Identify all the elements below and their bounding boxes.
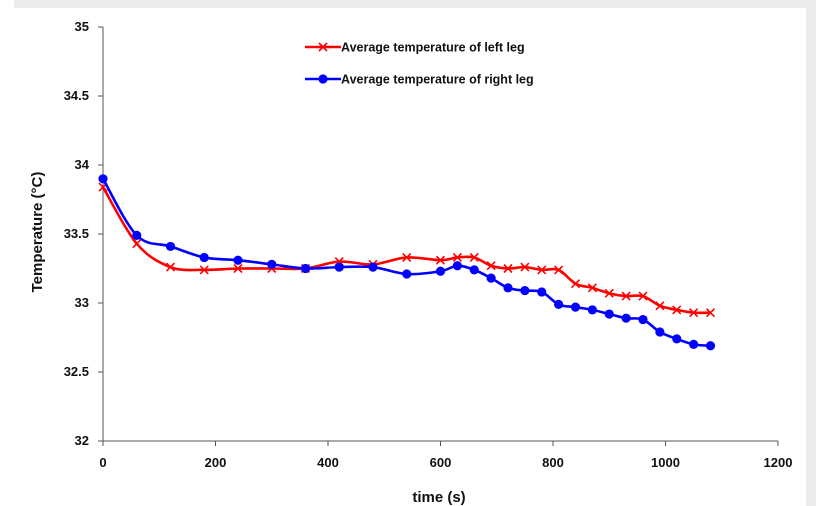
data-point (570, 302, 581, 312)
data-point (469, 265, 479, 275)
data-point (554, 299, 564, 309)
data-point (537, 287, 547, 297)
data-point (267, 259, 277, 269)
data-point (689, 308, 699, 318)
y-tick-label: 35 (75, 19, 89, 34)
y-tick-label: 32 (75, 433, 89, 448)
data-point (435, 255, 446, 265)
data-point (132, 239, 142, 249)
x-tick-label: 1000 (651, 455, 680, 470)
axes (98, 26, 779, 446)
data-point (233, 255, 243, 265)
series-2 (98, 174, 716, 351)
data-point (638, 314, 648, 325)
data-point (132, 230, 142, 240)
y-tick-label: 33.5 (64, 226, 89, 241)
x-tick-label: 0 (99, 455, 106, 470)
y-tick-label: 32.5 (64, 364, 89, 379)
data-point (705, 341, 716, 351)
data-point (165, 241, 176, 252)
data-point (621, 313, 631, 323)
x-tick-label: 400 (317, 455, 339, 470)
data-point (520, 262, 530, 272)
legend-label: Average temperature of right leg (341, 73, 534, 87)
data-point (199, 265, 209, 275)
y-axis-title: Temperature (°C) (29, 172, 46, 293)
series-1 (98, 182, 716, 318)
data-point (452, 261, 462, 271)
data-point (672, 305, 682, 315)
data-point (402, 252, 412, 263)
data-point (604, 288, 614, 298)
data-point (98, 174, 108, 184)
x-tick-label: 800 (542, 455, 564, 470)
data-point (435, 266, 446, 276)
data-point (452, 252, 462, 263)
data-point (705, 308, 716, 318)
data-point (368, 262, 378, 272)
data-point (689, 339, 699, 349)
legend-label: Average temperature of left leg (341, 41, 525, 55)
legend-item: Average temperature of right leg (305, 73, 534, 87)
legend-swatch-marker (318, 42, 328, 52)
legend-item: Average temperature of left leg (305, 41, 525, 55)
data-point (165, 262, 176, 272)
series-line (101, 186, 711, 315)
data-point (233, 263, 243, 274)
plot-area (98, 174, 716, 351)
data-point (503, 283, 513, 293)
legend-swatch-marker (318, 74, 328, 84)
data-point (486, 273, 496, 283)
data-point (469, 252, 479, 263)
data-point (300, 263, 311, 274)
tick-labels: 32 32.5 33 33.5 34 34.5 35 0 200 400 600 800 1000 120… (64, 19, 793, 470)
x-tick-label: 1200 (764, 455, 793, 470)
data-point (587, 305, 597, 315)
data-point (638, 291, 648, 301)
series-line (101, 178, 711, 348)
data-point (655, 327, 665, 337)
data-point (334, 262, 344, 272)
data-point (402, 269, 412, 279)
y-tick-label: 33 (75, 295, 89, 310)
x-tick-label: 600 (430, 455, 452, 470)
data-point (655, 301, 665, 311)
y-tick-label: 34 (75, 157, 90, 172)
data-point (520, 285, 530, 296)
data-point (537, 265, 547, 275)
data-point (672, 334, 682, 344)
data-point (486, 261, 496, 271)
data-point (587, 283, 597, 293)
data-point (554, 265, 564, 275)
x-tick-label: 200 (205, 455, 227, 470)
legend: Average temperature of left leg Average t… (305, 41, 534, 87)
data-point (604, 309, 614, 319)
data-point (621, 291, 631, 301)
x-axis-title: time (s) (412, 489, 465, 506)
y-tick-label: 34.5 (64, 88, 89, 103)
data-point (503, 263, 513, 274)
data-point (199, 252, 209, 263)
data-point (570, 279, 581, 289)
